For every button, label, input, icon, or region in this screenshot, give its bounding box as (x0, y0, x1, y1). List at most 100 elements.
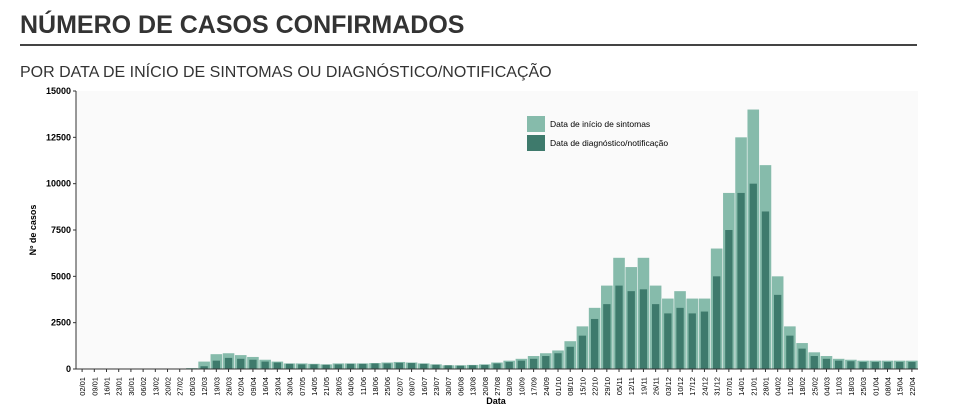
x-tick-label: 05/03 (188, 377, 197, 396)
x-tick-label: 02/01 (78, 377, 87, 396)
bar (798, 348, 806, 369)
bar (285, 363, 294, 369)
x-tick-label: 11/02 (786, 377, 795, 395)
bar (761, 211, 770, 369)
bar (224, 357, 233, 369)
bar (627, 291, 635, 369)
x-tick-label: 05/11 (615, 377, 624, 395)
x-tick-label: 31/12 (713, 377, 722, 396)
y-tick-label: 5000 (51, 271, 71, 281)
bar (688, 313, 696, 369)
x-tick-label: 23/04 (273, 377, 282, 396)
x-tick-label: 01/10 (554, 377, 563, 396)
bar (896, 361, 904, 369)
bar (883, 361, 892, 369)
x-tick-label: 09/04 (249, 377, 258, 396)
bar (700, 311, 709, 369)
x-tick-label: 04/02 (774, 377, 783, 396)
x-tick-label: 16/04 (261, 377, 270, 396)
legend-swatch (527, 135, 545, 151)
x-tick-label: 24/09 (542, 377, 551, 396)
x-tick-label: 02/07 (395, 377, 404, 396)
bar (310, 364, 318, 369)
bar (810, 356, 818, 369)
bar (468, 365, 477, 369)
bar (359, 363, 367, 369)
x-tick-label: 13/08 (469, 377, 478, 396)
x-tick-label: 16/01 (103, 377, 112, 396)
x-tick-label: 07/01 (725, 377, 734, 396)
x-tick-label: 03/12 (664, 377, 673, 396)
bar (493, 363, 501, 369)
x-tick-label: 17/09 (530, 377, 539, 396)
bar (712, 276, 721, 369)
chart-title: NÚMERO DE CASOS CONFIRMADOS (20, 9, 464, 39)
bar (676, 307, 684, 369)
x-tick-label: 08/04 (883, 377, 892, 396)
x-tick-label: 25/03 (859, 377, 868, 396)
x-tick-label: 15/10 (578, 377, 587, 396)
chart-subtitle: POR DATA DE INÍCIO DE SINTOMAS OU DIAGNÓ… (20, 61, 552, 81)
bar (505, 361, 513, 369)
x-tick-label: 18/06 (371, 377, 380, 396)
bar (322, 364, 330, 369)
x-tick-label: 22/10 (591, 377, 600, 396)
bar (590, 318, 599, 369)
legend-label: Data de início de sintomas (550, 119, 650, 129)
x-tick-label: 27/08 (493, 377, 502, 396)
x-tick-label: 23/01 (115, 377, 124, 396)
bar (420, 363, 428, 369)
bar (651, 304, 660, 369)
x-tick-label: 09/01 (90, 377, 99, 396)
x-tick-label: 21/01 (749, 377, 758, 396)
bar (871, 361, 879, 369)
bar (615, 285, 623, 369)
bar (908, 361, 916, 369)
x-tick-label: 11/03 (835, 377, 844, 395)
y-tick-label: 12500 (46, 132, 71, 142)
x-tick-label: 27/02 (176, 377, 185, 396)
y-axis-label: Nº de casos (28, 205, 38, 256)
bar (200, 366, 208, 369)
x-tick-label: 28/01 (761, 377, 770, 396)
x-tick-label: 10/09 (517, 377, 526, 396)
x-tick-label: 15/04 (896, 377, 905, 396)
bar (198, 361, 210, 369)
x-tick-label: 02/04 (237, 377, 246, 396)
bar (395, 362, 404, 369)
y-tick-label: 7500 (51, 225, 71, 235)
bar (859, 361, 867, 369)
x-tick-label: 18/02 (798, 377, 807, 396)
x-tick-label: 17/12 (688, 377, 697, 396)
x-tick-label: 19/11 (639, 377, 648, 395)
bar (298, 364, 306, 369)
y-tick-label: 2500 (51, 318, 71, 328)
x-tick-label: 04/03 (822, 377, 831, 396)
bar (774, 294, 782, 369)
x-tick-label: 04/06 (347, 377, 356, 396)
bar (346, 363, 355, 369)
y-tick-label: 10000 (46, 179, 71, 189)
bar (249, 359, 257, 369)
bar (444, 365, 452, 369)
x-tick-label: 26/03 (225, 377, 234, 396)
bar (407, 363, 416, 369)
bar (212, 360, 220, 369)
x-axis-label: Data (486, 396, 507, 406)
x-tick-label: 23/07 (432, 377, 441, 396)
bar (847, 361, 855, 369)
x-tick-label: 14/05 (310, 377, 319, 396)
bar (664, 313, 672, 369)
bar (578, 335, 587, 369)
x-tick-label: 03/09 (505, 377, 514, 396)
bar (383, 363, 391, 369)
bar (603, 304, 611, 369)
x-tick-label: 18/03 (847, 377, 856, 396)
x-tick-label: 10/12 (676, 377, 685, 396)
legend-swatch (527, 116, 545, 132)
x-tick-label: 14/01 (737, 377, 746, 396)
x-tick-label: 06/02 (139, 377, 148, 396)
y-tick-label: 15000 (46, 86, 71, 96)
